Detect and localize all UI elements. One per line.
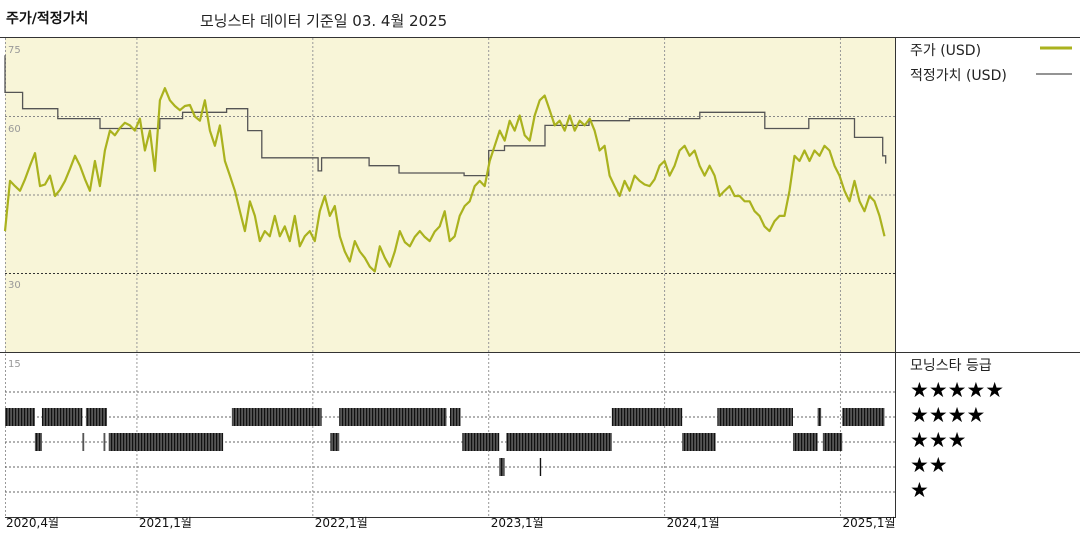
rating-bar-4-star <box>611 408 683 426</box>
rating-bar-3-star <box>462 433 500 451</box>
y-tick-label: 60 <box>8 124 21 135</box>
rating-bar-4-star <box>339 408 447 426</box>
rating-bar-4-star <box>817 408 822 426</box>
rating-bar-3-star <box>108 433 224 451</box>
rating-bar-4-star <box>5 408 35 426</box>
x-tick-label: 2020,4월 <box>6 516 60 530</box>
y-tick-label: 30 <box>8 280 21 291</box>
rating-legend-5-star: ★★★★★ <box>910 378 1005 402</box>
rating-bar-4-star <box>41 408 83 426</box>
rating-bar-3-star <box>506 433 612 451</box>
y-tick-label: 75 <box>8 45 21 56</box>
x-tick-label: 2023,1월 <box>490 516 544 530</box>
rating-bar-3-star <box>103 433 106 451</box>
rating-bar-3-star <box>34 433 42 451</box>
legend-price-label: 주가 (USD) <box>910 43 982 59</box>
rating-legend-title: 모닝스타 등급 <box>910 358 992 374</box>
x-tick-label: 2021,1월 <box>138 516 192 530</box>
rating-bar-3-star <box>822 433 843 451</box>
legend-fair-value-label: 적정가치 (USD) <box>910 68 1007 84</box>
rating-bar-3-star <box>82 433 85 451</box>
x-tick-label: 2022,1월 <box>314 516 368 530</box>
rating-bar-2-star <box>539 458 542 476</box>
rating-bar-2-star <box>499 458 505 476</box>
rating-bar-4-star <box>717 408 793 426</box>
x-tick-label: 2024,1월 <box>666 516 720 530</box>
rating-bar-3-star <box>330 433 340 451</box>
rating-legend-3-star: ★★★ <box>910 428 967 452</box>
x-tick-label: 2025,1월 <box>842 516 896 530</box>
fair-value-line <box>4 55 887 177</box>
rating-bar-4-star <box>842 408 885 426</box>
rating-bar-4-star <box>231 408 322 426</box>
data-date-subtitle: 모닝스타 데이터 기준일 03. 4월 2025 <box>200 12 448 30</box>
rating-y-tick-label: 15 <box>8 359 21 370</box>
chart-title: 주가/적정가치 <box>6 11 89 27</box>
rating-bar-3-star <box>682 433 716 451</box>
rating-bar-4-star <box>85 408 108 426</box>
price-line <box>3 87 886 273</box>
rating-legend-2-star: ★★ <box>910 453 948 477</box>
rating-legend-4-star: ★★★★ <box>910 403 986 427</box>
rating-bar-3-star <box>792 433 818 451</box>
rating-bar-4-star <box>450 408 461 426</box>
rating-legend-1-star: ★ <box>910 478 929 502</box>
